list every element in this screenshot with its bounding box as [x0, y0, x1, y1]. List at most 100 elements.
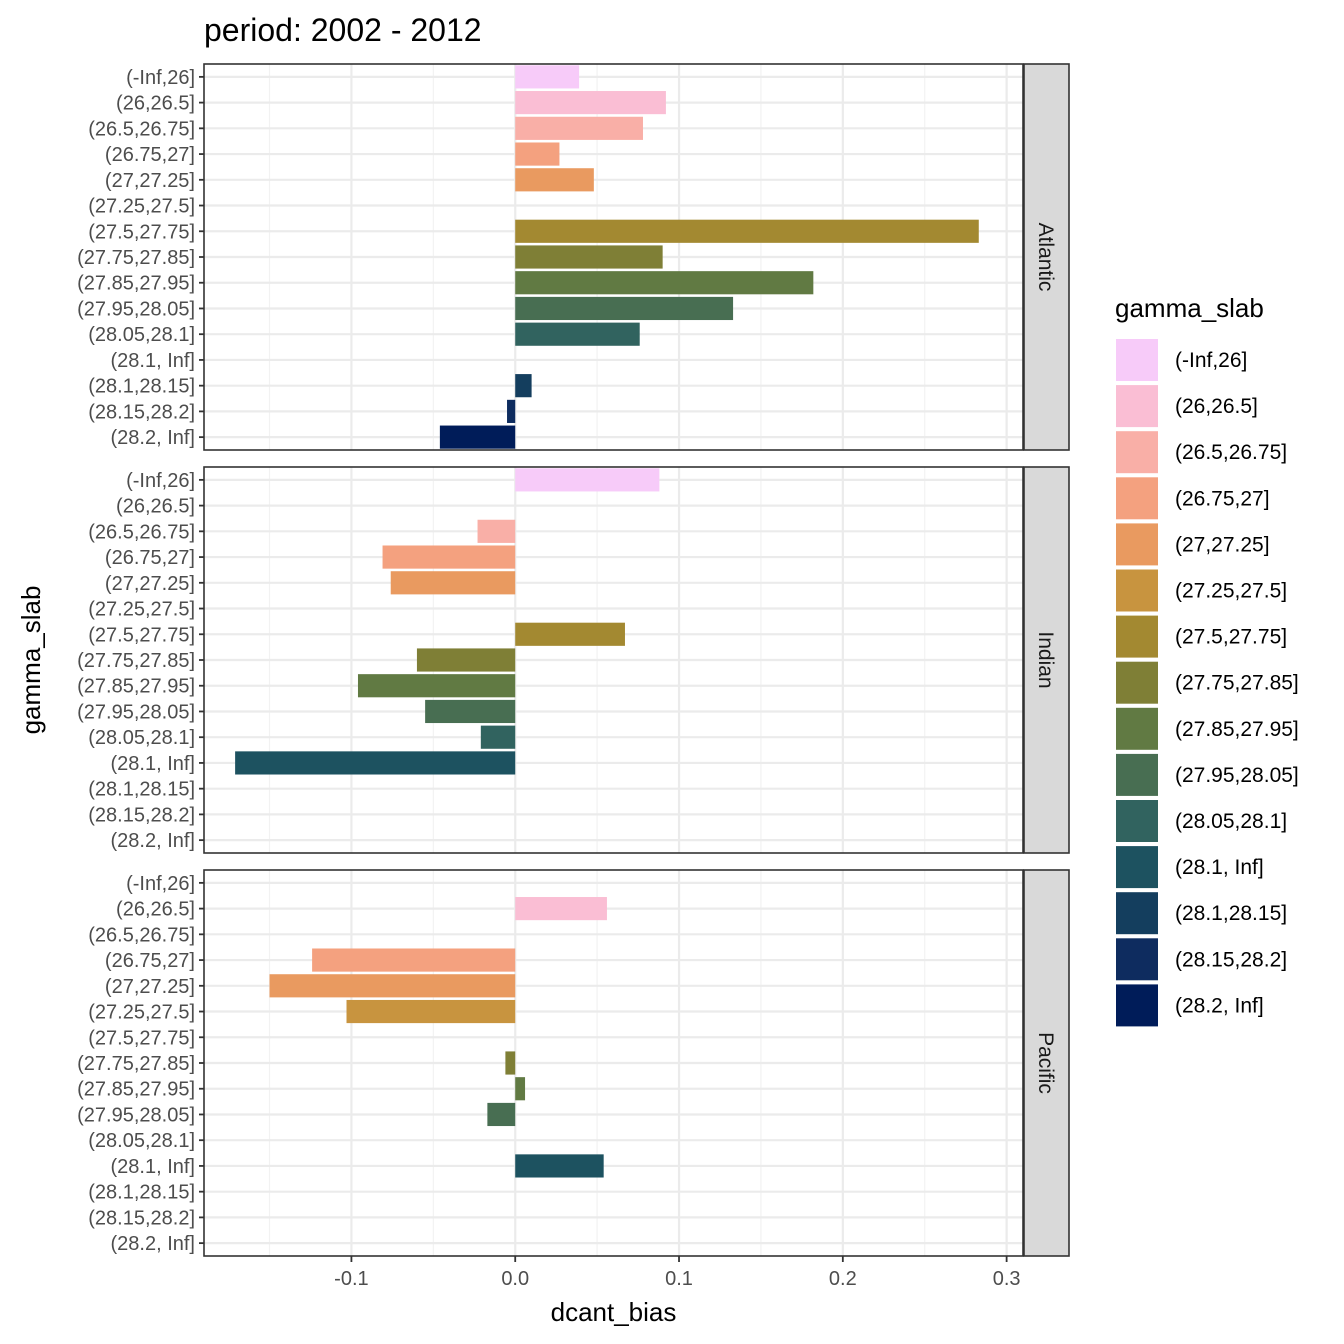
panel-border — [203, 466, 1024, 854]
y-tick-label: (26,26.5] — [116, 899, 195, 921]
y-tick-label: (26.5,26.75] — [88, 118, 195, 140]
bar — [425, 699, 516, 724]
legend-key — [1116, 569, 1158, 612]
y-tick-label: (26.75,27] — [105, 950, 195, 972]
legend-label: (28.2, Inf] — [1175, 994, 1264, 1017]
y-tick-label: (27.25,27.5] — [88, 599, 195, 621]
y-tick-label: (27,27.25] — [105, 170, 195, 192]
legend-key — [1116, 477, 1158, 520]
y-tick-label: (28.1, Inf] — [111, 1156, 196, 1178]
y-tick-label: (28.1,28.15] — [88, 1182, 195, 1204]
bar — [507, 399, 516, 423]
bar — [515, 245, 663, 269]
x-tick-label: 0.0 — [501, 1268, 529, 1290]
legend-label: (28.1, Inf] — [1175, 856, 1264, 879]
y-tick-label: (27,27.25] — [105, 976, 195, 998]
y-tick-label: (27.95,28.05] — [77, 1104, 195, 1126]
facet-pacific: (-Inf,26] (26,26.5] (26.5,26.75] (26.75,27]… — [77, 869, 1070, 1257]
y-tick-label: (28.15,28.2] — [88, 804, 195, 826]
x-tick-label: 0.1 — [665, 1268, 693, 1290]
facet-panels: (-Inf,26] (26,26.5] (26.5,26.75] (26.75,27]… — [77, 63, 1070, 1257]
legend-label: (27.85,27.95] — [1175, 718, 1299, 741]
x-axis-title: dcant_bias — [551, 1297, 677, 1327]
bar — [269, 974, 516, 998]
legend-key — [1116, 892, 1158, 935]
legend-key — [1116, 938, 1158, 981]
legend-label: (27.5,27.75] — [1175, 626, 1287, 649]
legend-key — [1116, 523, 1158, 566]
bar — [515, 1077, 526, 1101]
y-tick-label: (27.75,27.85] — [77, 247, 195, 269]
y-tick-label: (28.15,28.2] — [88, 1207, 195, 1229]
facet-strip — [1023, 63, 1070, 451]
bar — [312, 948, 516, 972]
bar — [346, 999, 516, 1024]
y-tick-label: (28.1,28.15] — [88, 779, 195, 801]
legend-label: (27.75,27.85] — [1175, 672, 1299, 695]
legend-label: (27,27.25] — [1175, 533, 1270, 556]
legend-key — [1116, 753, 1158, 796]
y-tick-label: (28.2, Inf] — [111, 830, 196, 852]
legend-label: (28.1,28.15] — [1175, 902, 1287, 925]
y-tick-label: (28.1,28.15] — [88, 376, 195, 398]
y-tick-label: (26,26.5] — [116, 496, 195, 518]
bar — [515, 1154, 604, 1178]
y-tick-label: (-Inf,26] — [126, 470, 195, 492]
bar — [515, 322, 640, 346]
legend-label: (26.75,27] — [1175, 487, 1270, 510]
legend-label: (26.5,26.75] — [1175, 441, 1287, 464]
y-tick-label: (27.5,27.75] — [88, 624, 195, 646]
y-tick-label: (26.5,26.75] — [88, 924, 195, 946]
facet-strip — [1023, 869, 1070, 1257]
legend-label: (28.05,28.1] — [1175, 810, 1287, 833]
facet-atlantic: (-Inf,26] (26,26.5] (26.5,26.75] (26.75,27]… — [77, 63, 1070, 451]
bar — [515, 897, 607, 921]
x-tick-label: -0.1 — [334, 1268, 368, 1290]
bar — [477, 519, 516, 543]
bar — [515, 91, 666, 115]
bar — [505, 1051, 516, 1075]
y-axis-title: gamma_slab — [16, 586, 46, 735]
legend-key — [1116, 431, 1158, 474]
legend: gamma_slab (-Inf,26] (26,26.5] (26.5,26.75… — [1115, 293, 1299, 1027]
legend-key — [1116, 984, 1158, 1027]
facet-indian: (-Inf,26] (26,26.5] (26.5,26.75] (26.75,27]… — [77, 466, 1070, 854]
bar — [515, 271, 814, 295]
y-tick-label: (26.5,26.75] — [88, 521, 195, 543]
y-tick-label: (27.95,28.05] — [77, 701, 195, 723]
bar — [382, 545, 516, 569]
y-tick-label: (28.1, Inf] — [111, 350, 196, 372]
facet-strip — [1023, 466, 1070, 854]
y-tick-label: (26,26.5] — [116, 93, 195, 115]
y-tick-label: (27.95,28.05] — [77, 298, 195, 320]
panel-border — [203, 63, 1024, 451]
bar — [515, 622, 625, 646]
facet-strip-label: Pacific — [1034, 1032, 1057, 1094]
legend-key — [1116, 661, 1158, 704]
facet-strip-label: Indian — [1034, 631, 1057, 688]
legend-title: gamma_slab — [1115, 293, 1264, 323]
y-tick-label: (27.75,27.85] — [77, 1053, 195, 1075]
bar — [235, 751, 516, 775]
legend-label: (28.15,28.2] — [1175, 948, 1287, 971]
facet-strip-label: Atlantic — [1034, 223, 1057, 292]
x-tick-label: 0.2 — [829, 1268, 857, 1290]
y-tick-label: (27,27.25] — [105, 573, 195, 595]
x-tick-label: 0.3 — [993, 1268, 1021, 1290]
legend-key — [1116, 385, 1158, 428]
legend-label: (26,26.5] — [1175, 395, 1258, 418]
bar — [515, 116, 643, 140]
bar — [357, 674, 516, 698]
y-tick-label: (27.25,27.5] — [88, 1002, 195, 1024]
legend-key — [1116, 800, 1158, 842]
bar — [439, 425, 516, 449]
y-tick-label: (28.05,28.1] — [88, 1130, 195, 1152]
bar — [515, 65, 580, 89]
y-tick-label: (27.85,27.95] — [77, 1079, 195, 1101]
bar — [487, 1102, 516, 1127]
chart-title: period: 2002 - 2012 — [204, 12, 482, 48]
y-tick-label: (28.15,28.2] — [88, 401, 195, 423]
legend-key — [1116, 339, 1158, 381]
bar — [480, 725, 516, 749]
